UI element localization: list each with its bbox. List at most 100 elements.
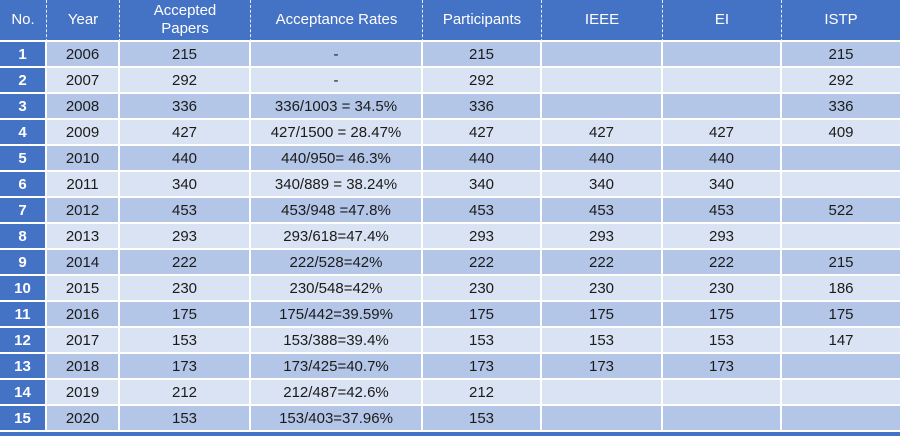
table-body: 1 2006 215-215 215 2 2007 292-292 292 3 2008 336 33… [0,42,900,432]
cell-ei [663,94,782,120]
cell-accepted-papers: 292 [120,68,251,94]
row-number-cell: 6 [0,172,47,198]
table-row: 10 2015 230 230/548=42% 230 230 230 186 [0,276,900,302]
table-row: 5 2010 440 440/950= 46.3% 440 440 440 [0,146,900,172]
table-row: 4 2009 427 427/1500 = 28.47% 427 427 427 409 [0,120,900,146]
cell-participants: 440 [423,146,542,172]
cell-acceptance-rates: 153/388=39.4% [251,328,423,354]
cell-participants: 292 [423,68,542,94]
cell-istp: 147 [782,328,900,354]
cell-ieee: 427 [542,120,663,146]
cell-year: 2017 [47,328,120,354]
cell-ieee: 153 [542,328,663,354]
cell-ieee [542,380,663,406]
cell-istp: 186 [782,276,900,302]
cell-accepted-papers: 293 [120,224,251,250]
cell-year: 2008 [47,94,120,120]
cell-acceptance-rates: 173/425=40.7% [251,354,423,380]
table-row: 8 2013 293 293/618=47.4% 293 293 293 [0,224,900,250]
cell-accepted-papers: 340 [120,172,251,198]
row-number-cell: 3 [0,94,47,120]
cell-year: 2010 [47,146,120,172]
cell-ei: 153 [663,328,782,354]
row-number-cell: 11 [0,302,47,328]
cell-istp [782,172,900,198]
cell-year: 2011 [47,172,120,198]
column-header-year: Year [47,0,120,42]
cell-participants: 173 [423,354,542,380]
row-number-cell: 9 [0,250,47,276]
cell-istp: 215 [782,42,900,68]
cell-acceptance-rates: 222/528=42% [251,250,423,276]
table-bottom-border [0,432,900,436]
cell-istp: 215 [782,250,900,276]
cell-acceptance-rates: - [251,68,423,94]
cell-participants: 230 [423,276,542,302]
cell-ieee: 173 [542,354,663,380]
cell-acceptance-rates: 340/889 = 38.24% [251,172,423,198]
cell-year: 2012 [47,198,120,224]
table-row: 11 2016 175 175/442=39.59% 175 175 175 175 [0,302,900,328]
row-number-cell: 7 [0,198,47,224]
row-number-cell: 10 [0,276,47,302]
cell-accepted-papers: 173 [120,354,251,380]
column-header-ieee: IEEE [542,0,663,42]
table-row: 6 2011 340 340/889 = 38.24% 340 340 340 [0,172,900,198]
row-number-cell: 15 [0,406,47,432]
cell-ieee [542,68,663,94]
cell-ei [663,68,782,94]
cell-year: 2016 [47,302,120,328]
cell-ei: 230 [663,276,782,302]
table-header: No. Year Accepted Papers Acceptance Rates Pa… [0,0,900,42]
column-header-participants: Participants [423,0,542,42]
cell-year: 2019 [47,380,120,406]
cell-accepted-papers: 175 [120,302,251,328]
cell-year: 2013 [47,224,120,250]
row-number-cell: 4 [0,120,47,146]
row-number-cell: 5 [0,146,47,172]
cell-accepted-papers: 427 [120,120,251,146]
header-row: No. Year Accepted Papers Acceptance Rates Pa… [0,0,900,42]
cell-year: 2014 [47,250,120,276]
row-number-cell: 13 [0,354,47,380]
cell-ei: 453 [663,198,782,224]
cell-ei: 440 [663,146,782,172]
cell-participants: 153 [423,406,542,432]
cell-year: 2009 [47,120,120,146]
table-row: 12 2017 153 153/388=39.4% 153 153 153 147 [0,328,900,354]
column-header-acceptance-rates: Acceptance Rates [251,0,423,42]
cell-acceptance-rates: 427/1500 = 28.47% [251,120,423,146]
cell-istp: 409 [782,120,900,146]
cell-ieee: 175 [542,302,663,328]
cell-ei: 427 [663,120,782,146]
cell-istp [782,380,900,406]
row-number-cell: 12 [0,328,47,354]
cell-accepted-papers: 336 [120,94,251,120]
cell-istp: 175 [782,302,900,328]
cell-ei: 293 [663,224,782,250]
cell-acceptance-rates: 453/948 =47.8% [251,198,423,224]
table-row: 9 2014 222 222/528=42% 222 222 222 215 [0,250,900,276]
cell-accepted-papers: 453 [120,198,251,224]
table-row: 7 2012 453 453/948 =47.8% 453 453 453 522 [0,198,900,224]
cell-istp: 336 [782,94,900,120]
cell-ei [663,42,782,68]
cell-accepted-papers: 153 [120,406,251,432]
cell-participants: 340 [423,172,542,198]
cell-accepted-papers: 153 [120,328,251,354]
cell-ieee: 230 [542,276,663,302]
cell-ei: 173 [663,354,782,380]
cell-year: 2007 [47,68,120,94]
cell-istp: 292 [782,68,900,94]
cell-participants: 453 [423,198,542,224]
cell-ieee: 340 [542,172,663,198]
cell-ei: 175 [663,302,782,328]
cell-participants: 175 [423,302,542,328]
cell-accepted-papers: 440 [120,146,251,172]
cell-year: 2018 [47,354,120,380]
cell-participants: 212 [423,380,542,406]
cell-istp [782,146,900,172]
cell-acceptance-rates: 336/1003 = 34.5% [251,94,423,120]
cell-ieee [542,406,663,432]
row-number-cell: 2 [0,68,47,94]
